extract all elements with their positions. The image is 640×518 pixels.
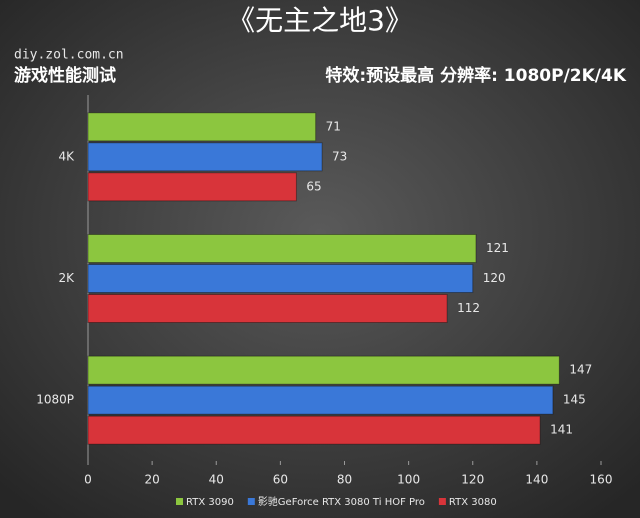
value-label: 73 <box>332 149 347 163</box>
y-tick-label: 2K <box>58 271 75 285</box>
y-tick-label: 4K <box>58 149 75 163</box>
bar <box>87 112 317 142</box>
x-tick-label: 20 <box>144 473 159 487</box>
x-tick-label: 140 <box>525 473 548 487</box>
x-tick-label: 60 <box>273 473 288 487</box>
x-tick-label: 40 <box>209 473 224 487</box>
legend-swatch <box>247 498 255 505</box>
bar <box>87 385 554 415</box>
value-label: 141 <box>550 423 573 437</box>
bar <box>87 234 477 263</box>
bar <box>87 264 474 293</box>
bar <box>87 142 323 172</box>
bar <box>87 294 448 323</box>
x-tick-label: 160 <box>590 473 613 487</box>
value-label: 121 <box>486 241 509 255</box>
legend-swatch <box>176 498 183 505</box>
value-label: 147 <box>569 363 592 377</box>
annotation: 特效:预设最高 分辨率: 1080P/2K/4K <box>325 65 626 86</box>
x-tick-label: 100 <box>397 473 420 487</box>
source: diy.zol.com.cn <box>14 48 124 63</box>
chart-title: 《无主之地3》 <box>227 4 413 37</box>
y-tick-label: 1080P <box>36 393 74 407</box>
legend-label: RTX 3090 <box>186 497 234 508</box>
legend-swatch <box>438 498 446 505</box>
x-tick-label: 0 <box>84 473 92 487</box>
value-label: 65 <box>306 179 321 193</box>
subtitle: 游戏性能测试 <box>14 65 116 86</box>
x-tick-label: 120 <box>461 473 484 487</box>
x-tick-label: 80 <box>337 473 352 487</box>
bar <box>87 415 541 445</box>
value-label: 145 <box>563 393 586 407</box>
value-label: 112 <box>457 301 480 315</box>
legend-label: RTX 3080 <box>449 497 497 508</box>
bar <box>87 355 560 385</box>
value-label: 71 <box>326 119 341 133</box>
legend-label: 影驰GeForce RTX 3080 Ti HOF Pro <box>258 495 425 508</box>
bar <box>87 172 297 202</box>
value-label: 120 <box>483 271 506 285</box>
